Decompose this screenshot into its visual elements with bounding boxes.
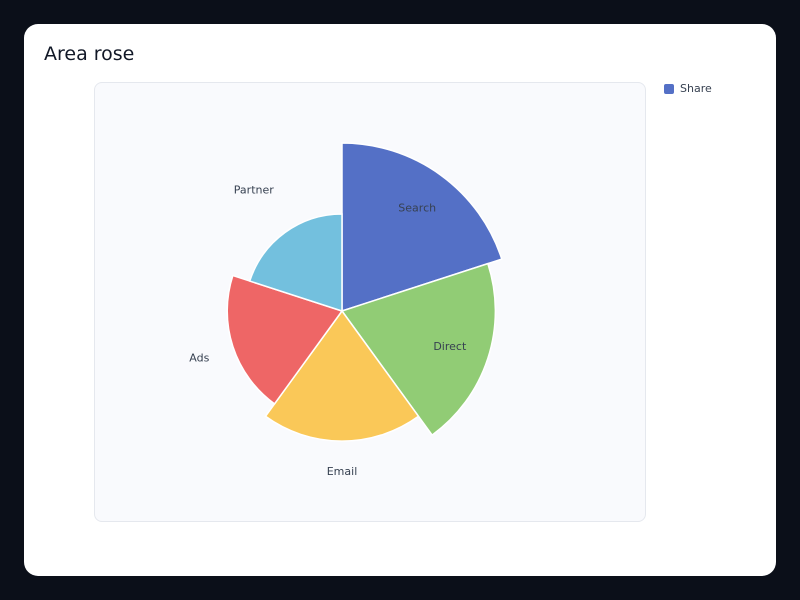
slice-ads[interactable] <box>226 274 344 405</box>
legend[interactable]: Share <box>664 82 712 95</box>
legend-swatch <box>664 83 674 94</box>
rose-chart: Search Direct Email Ads Partner <box>189 142 503 479</box>
labels-group: Search Direct Email Ads Partner <box>189 184 467 479</box>
slice-email[interactable] <box>264 309 420 442</box>
slice-label-ads: Ads <box>189 351 209 364</box>
legend-label: Share <box>680 82 712 95</box>
chart-title: Area rose <box>44 43 135 65</box>
slices-group <box>226 142 503 442</box>
slice-label-direct: Direct <box>433 340 467 353</box>
chart-card: Area rose Share Search Direct Email Ads Part… <box>24 24 776 576</box>
slice-partner[interactable] <box>248 213 343 313</box>
slice-label-search: Search <box>398 201 436 214</box>
slice-search[interactable] <box>341 142 503 313</box>
slice-label-email: Email <box>327 465 358 478</box>
slice-direct[interactable] <box>340 262 497 437</box>
slice-label-partner: Partner <box>234 184 274 197</box>
